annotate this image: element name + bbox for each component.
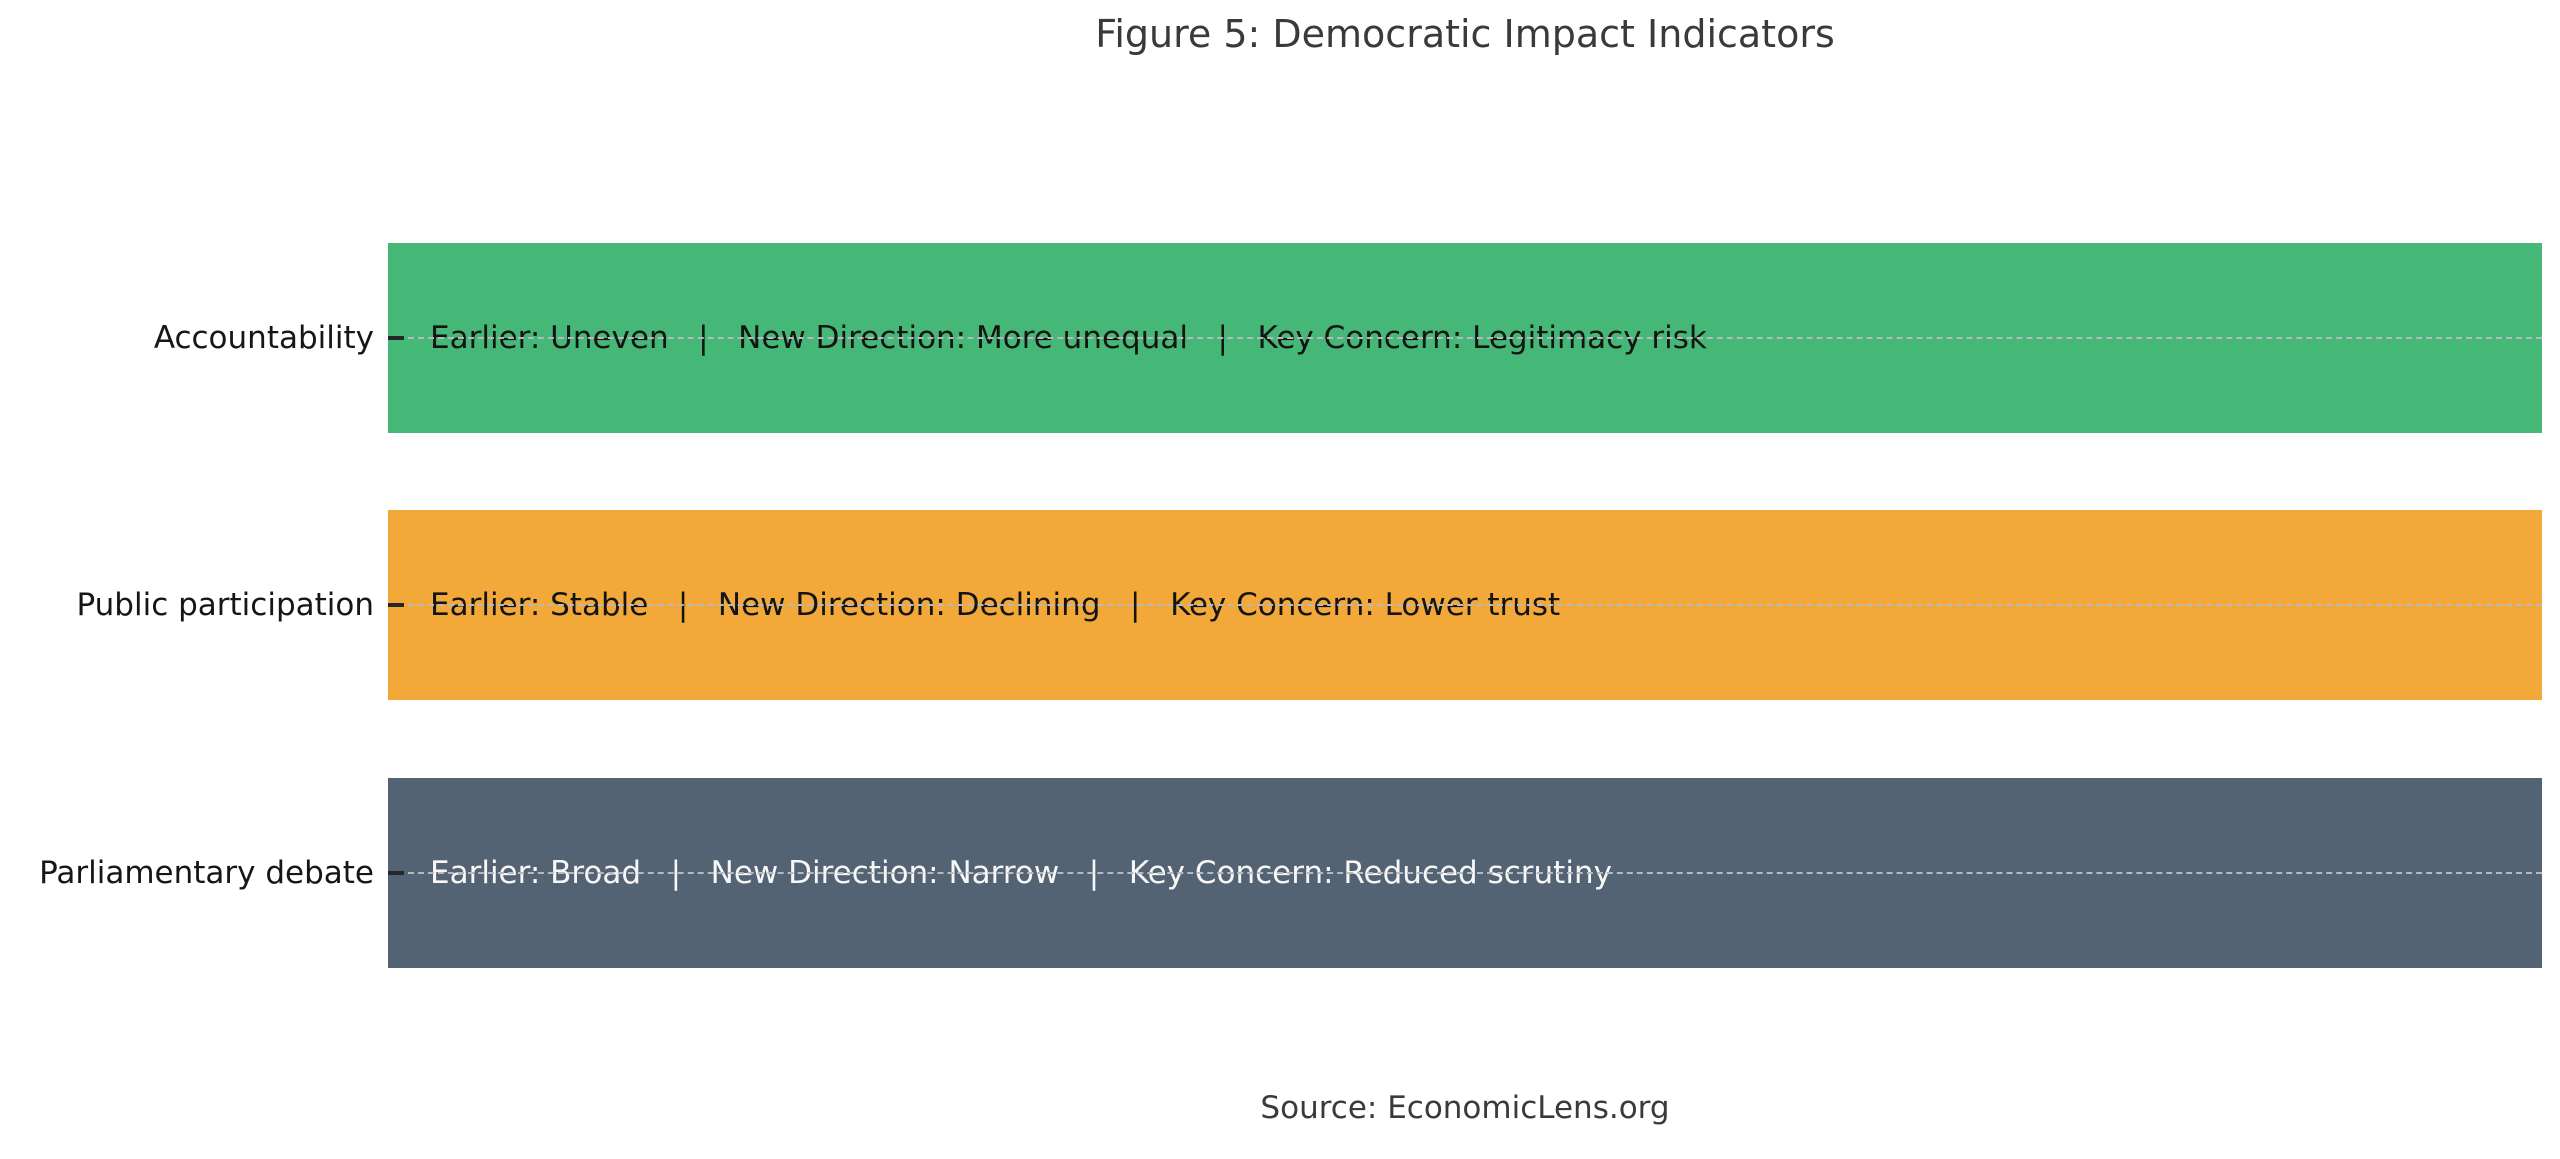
y-tick-accountability	[388, 336, 404, 340]
gridline-parliamentary-debate	[388, 872, 2542, 874]
chart-title: Figure 5: Democratic Impact Indicators	[1095, 12, 1835, 56]
y-tick-public-participation	[388, 603, 404, 607]
gridline-public-participation	[388, 604, 2542, 606]
source-note: Source: EconomicLens.org	[1260, 1090, 1670, 1126]
gridline-accountability	[388, 337, 2542, 339]
y-axis-label-parliamentary-debate: Parliamentary debate	[39, 855, 374, 891]
y-axis-label-public-participation: Public participation	[76, 587, 375, 623]
y-tick-parliamentary-debate	[388, 871, 404, 875]
y-axis-label-accountability: Accountability	[153, 320, 374, 356]
